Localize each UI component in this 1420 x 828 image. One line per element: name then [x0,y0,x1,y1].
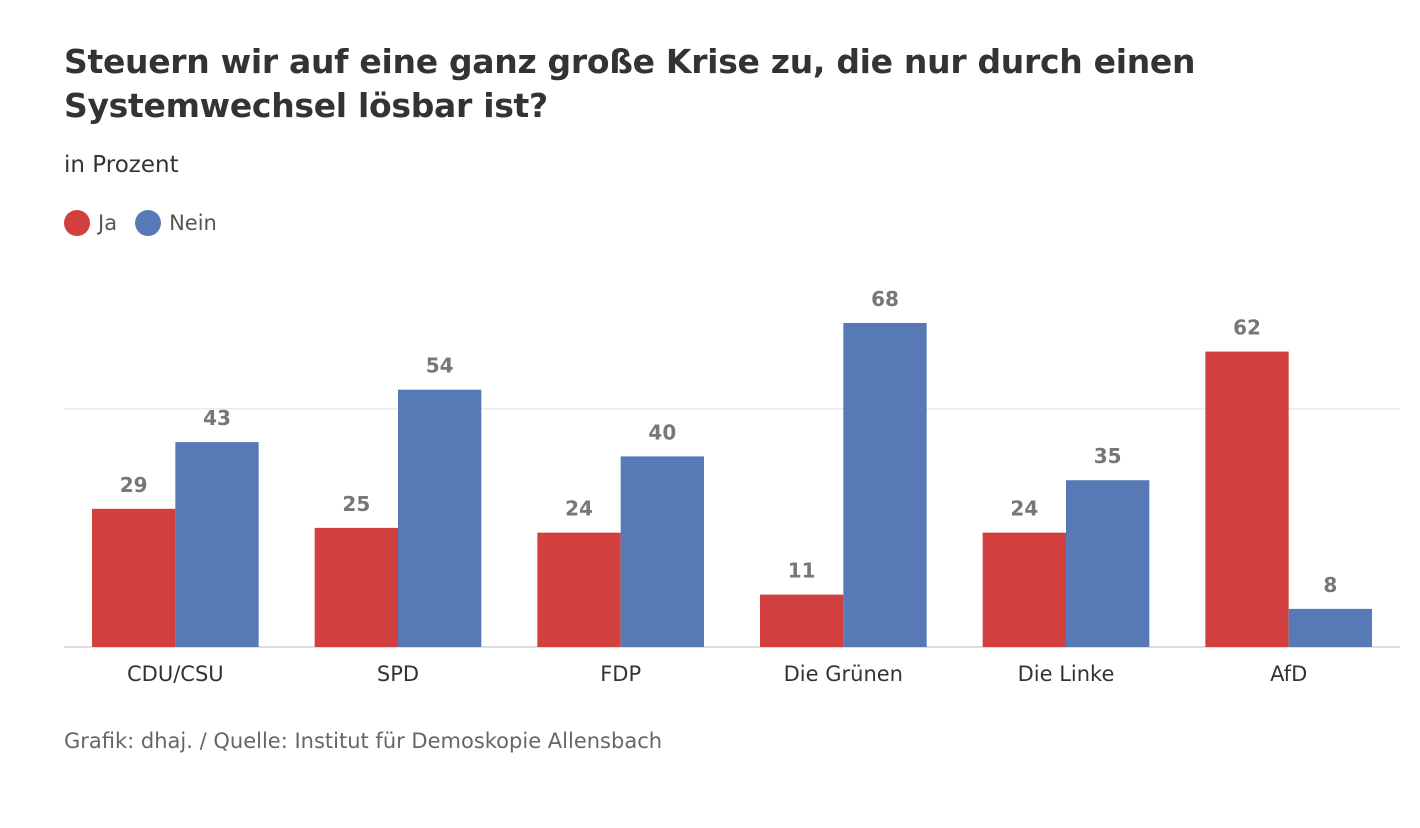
legend-swatch-nein [135,210,162,236]
legend-item-nein: Nein [135,210,217,236]
chart-subtitle: in Prozent [64,152,179,178]
bar-ja [1205,351,1289,647]
data-label: 35 [1094,444,1122,468]
legend-item-ja: Ja [64,210,117,236]
legend: Ja Nein [64,210,235,236]
data-label: 24 [565,497,593,521]
data-label: 11 [788,559,816,583]
bar-ja [982,532,1066,647]
data-label: 29 [120,473,148,497]
category-label: Die Grünen [784,662,903,686]
category-label: FDP [600,662,641,686]
chart-title: Steuern wir auf eine ganz große Krise zu… [64,42,1196,125]
bar-nein [1288,608,1372,647]
data-label: 68 [871,287,899,311]
category-label: SPD [377,662,419,686]
source-note: Grafik: dhaj. / Quelle: Institut für Dem… [64,729,663,753]
bar-nein [620,456,704,647]
bar-ja [314,527,398,647]
bar-nein [1066,480,1150,647]
bar-nein [398,389,482,647]
data-label: 8 [1323,573,1337,597]
data-label: 40 [648,420,676,444]
category-label: AfD [1270,662,1307,686]
data-label: 43 [203,406,231,430]
data-label: 25 [342,492,370,516]
data-label: 24 [1010,497,1038,521]
category-label: Die Linke [1018,662,1115,686]
legend-label-ja: Ja [98,211,118,235]
bar-nein [175,442,259,647]
legend-swatch-ja [64,210,90,236]
bar-ja [92,508,176,647]
bar-ja [537,532,621,647]
legend-label-nein: Nein [169,211,217,235]
category-label: CDU/CSU [127,662,224,686]
data-label: 54 [426,354,454,378]
bar-ja [760,594,844,647]
data-label: 62 [1233,316,1261,340]
bar-nein [843,322,927,647]
